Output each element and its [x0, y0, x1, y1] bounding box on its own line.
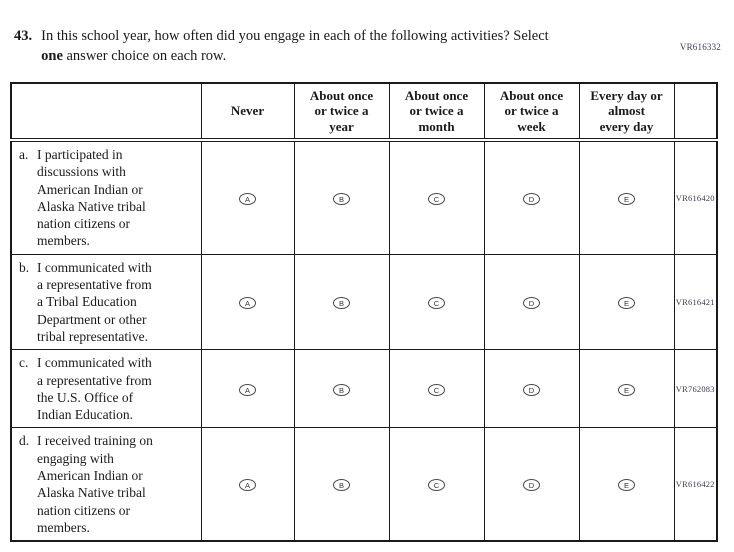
row-c-option-A-bubble[interactable]: A — [239, 383, 256, 396]
row-d-option-C-bubble[interactable]: C — [428, 479, 445, 492]
question-text-line2: answer choice on each row. — [66, 48, 227, 64]
header-row: Never About once or twice a year About o… — [10, 82, 718, 142]
row-a-option-E-bubble[interactable]: E — [618, 192, 635, 205]
row-b-option-A-bubble[interactable]: A — [239, 297, 256, 310]
row-b-option-C-bubble[interactable]: C — [428, 297, 445, 310]
form-item-code: VR616332 — [679, 42, 721, 52]
row-b-letter: b. — [19, 259, 30, 275]
row-d-letter: d. — [19, 433, 30, 449]
row-a-item-code: VR616420 — [673, 139, 718, 255]
row-a-statement: I participated in discussions with Ameri… — [37, 147, 146, 249]
header-every-day: Every day or almost every day — [578, 82, 675, 142]
row-a-letter: a. — [19, 147, 29, 162]
header-once-twice-year: About once or twice a year — [293, 82, 390, 142]
row-a-option-A-bubble[interactable]: A — [239, 192, 256, 205]
row-a-option-D-bubble[interactable]: D — [523, 192, 540, 205]
row-c-option-D-bubble[interactable]: D — [523, 383, 540, 396]
question-number: 43. — [14, 28, 33, 44]
header-never: Never — [200, 82, 295, 142]
row-d-statement: I received training on engaging with Ame… — [37, 433, 153, 535]
header-once-twice-week: About once or twice a week — [483, 82, 580, 142]
row-d-item-code: VR616422 — [673, 427, 718, 542]
table-row-a: a. I participated in discussions with Am… — [10, 139, 718, 255]
question-text-line1: In this school year, how often did you e… — [41, 28, 549, 44]
row-b-statement-cell: b. I communicated with a representative … — [10, 253, 202, 351]
row-b-option-D-bubble[interactable]: D — [523, 297, 540, 310]
row-d-option-E-bubble[interactable]: E — [618, 479, 635, 492]
row-d-statement-cell: d. I received training on engaging with … — [10, 427, 202, 542]
row-b-option-E-bubble[interactable]: E — [618, 297, 635, 310]
row-b-option-B-bubble[interactable]: B — [333, 297, 350, 310]
row-c-letter: c. — [19, 355, 29, 371]
question-bold-word: one — [41, 48, 63, 64]
table-row-b: b. I communicated with a representative … — [10, 253, 718, 351]
row-c-item-code: VR762083 — [673, 349, 718, 429]
row-c-option-B-bubble[interactable]: B — [333, 383, 350, 396]
row-b-statement: I communicated with a representative fro… — [37, 259, 152, 344]
row-c-statement: I communicated with a representative fro… — [37, 355, 152, 423]
row-a-option-C-bubble[interactable]: C — [428, 192, 445, 205]
row-d-option-B-bubble[interactable]: B — [333, 479, 350, 492]
frequency-matrix-table: Never About once or twice a year About o… — [10, 82, 718, 543]
row-d-option-A-bubble[interactable]: A — [239, 479, 256, 492]
header-code-column — [673, 82, 718, 142]
row-d-option-D-bubble[interactable]: D — [523, 479, 540, 492]
question-block: 43. In this school year, how often did y… — [14, 26, 694, 66]
row-c-statement-cell: c. I communicated with a representative … — [10, 349, 202, 429]
row-c-option-C-bubble[interactable]: C — [428, 383, 445, 396]
header-statement-column — [10, 82, 202, 142]
row-b-item-code: VR616421 — [673, 253, 718, 351]
row-c-option-E-bubble[interactable]: E — [618, 383, 635, 396]
row-a-option-B-bubble[interactable]: B — [333, 192, 350, 205]
table-row-d: d. I received training on engaging with … — [10, 427, 718, 542]
table-row-c: c. I communicated with a representative … — [10, 349, 718, 429]
question-text: In this school year, how often did you e… — [41, 26, 549, 66]
header-once-twice-month: About once or twice a month — [388, 82, 485, 142]
row-a-statement-cell: a. I participated in discussions with Am… — [10, 139, 202, 255]
